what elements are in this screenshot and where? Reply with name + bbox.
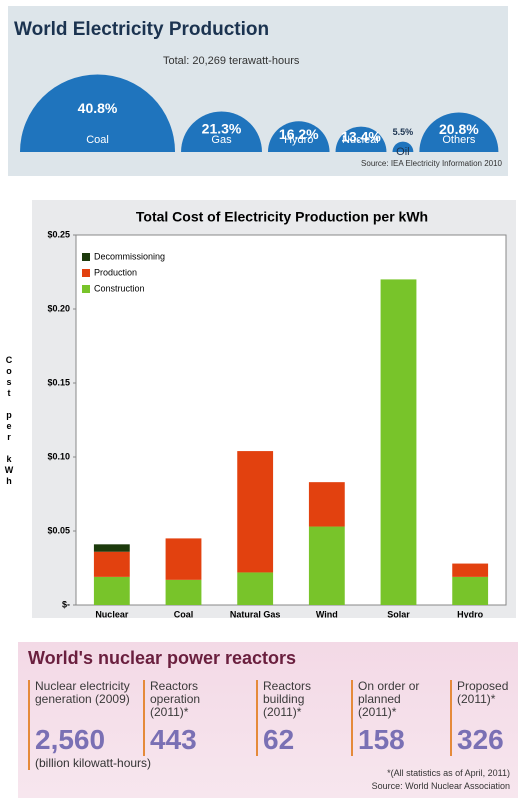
- category-label: Gas: [211, 134, 232, 146]
- semicircle: [20, 74, 176, 152]
- bar-segment: [165, 538, 202, 580]
- x-tick-label: Nuclear: [95, 609, 129, 618]
- chart-source: Source: IEA Electricity Information 2010: [361, 159, 503, 168]
- stat-value: 62: [263, 724, 295, 755]
- y-tick-label: $0.10: [47, 451, 70, 461]
- bar-segment: [93, 576, 130, 605]
- stat-column: Nuclear electricity generation (2009) 2,5…: [28, 679, 151, 770]
- semicircle: [267, 121, 330, 152]
- bar-segment: [452, 576, 489, 605]
- x-tick-label: Wind: [316, 609, 338, 618]
- stats-title: World's nuclear power reactors: [28, 648, 297, 668]
- value-label: 5.5%: [393, 127, 414, 137]
- plot-area: [75, 234, 507, 606]
- stat-column: Reactors building (2011)* 62: [256, 680, 335, 756]
- value-label: 21.3%: [202, 120, 242, 136]
- x-tick-label: Hydro: [457, 609, 484, 618]
- stat-label: Proposed (2011)*: [457, 679, 509, 706]
- y-tick-label: $0.05: [47, 525, 70, 535]
- stat-value: 2,560: [35, 724, 106, 755]
- x-tick-label: Natural Gas: [230, 609, 281, 618]
- legend-label: Construction: [94, 283, 145, 293]
- legend-swatch: [82, 269, 90, 277]
- stat-column: Reactors operation (2011)* 443: [143, 680, 240, 756]
- stat-label: Reactors operation (2011)*: [150, 679, 201, 719]
- bar-segment: [237, 451, 274, 573]
- cost-chart: Total Cost of Electricity Production per…: [32, 200, 516, 618]
- category-label: Others: [442, 134, 476, 146]
- bar-segment: [452, 563, 489, 577]
- bar-segment: [308, 482, 345, 527]
- semicircle: [419, 112, 499, 152]
- bar-segment: [93, 551, 130, 577]
- chart-subtitle: Total: 20,269 terawatt-hours: [163, 55, 300, 67]
- stat-label: Nuclear electricity generation (2009): [35, 679, 130, 706]
- bar-segment: [237, 572, 274, 605]
- stats-source: Source: World Nuclear Association: [371, 781, 510, 791]
- legend-label: Production: [94, 267, 137, 277]
- bar-segment: [165, 579, 202, 605]
- value-label: 16.2%: [279, 126, 319, 142]
- bar-segment: [93, 544, 130, 552]
- bar-segment: [380, 279, 417, 605]
- bar-segment: [308, 526, 345, 605]
- production-chart: World Electricity Production Total: 20,2…: [8, 6, 508, 176]
- y-tick-label: $0.20: [47, 303, 70, 313]
- stat-column: Proposed (2011)* 326: [450, 680, 519, 756]
- legend-swatch: [82, 285, 90, 293]
- stat-unit: (billion kilowatt-hours): [35, 756, 152, 770]
- category-label: Coal: [86, 134, 109, 146]
- stat-value: 158: [358, 724, 405, 755]
- semicircle: [392, 141, 414, 152]
- stats-note: *(All statistics as of April, 2011): [387, 768, 510, 778]
- category-label: Hydro: [284, 134, 313, 146]
- legend-label: Decommissioning: [94, 251, 165, 261]
- category-label: Oil: [396, 146, 409, 158]
- legend-swatch: [82, 253, 90, 261]
- y-tick-label: $0.25: [47, 229, 70, 239]
- semicircle: [335, 126, 387, 152]
- y-tick-label: $0.15: [47, 377, 70, 387]
- chart-title: Total Cost of Electricity Production per…: [136, 209, 428, 225]
- x-tick-label: Solar: [387, 609, 410, 618]
- value-label: 20.8%: [439, 121, 479, 137]
- stat-column: On order or planned (2011)* 158: [351, 680, 438, 756]
- y-tick-label: $-: [62, 599, 70, 609]
- x-tick-label: Coal: [174, 609, 194, 618]
- y-axis-label: Cost per kWh: [4, 355, 14, 487]
- stats-panel: World's nuclear power reactors *(All sta…: [18, 642, 518, 798]
- value-label: 13.4%: [341, 129, 381, 145]
- semicircle: [181, 111, 262, 152]
- category-label: Nuclear: [342, 134, 380, 146]
- value-label: 40.8%: [78, 100, 118, 116]
- chart-title: World Electricity Production: [14, 19, 269, 40]
- stat-value: 443: [150, 724, 197, 755]
- stat-label: Reactors building (2011)*: [263, 679, 312, 719]
- stat-value: 326: [457, 724, 504, 755]
- stat-label: On order or planned (2011)*: [358, 679, 420, 719]
